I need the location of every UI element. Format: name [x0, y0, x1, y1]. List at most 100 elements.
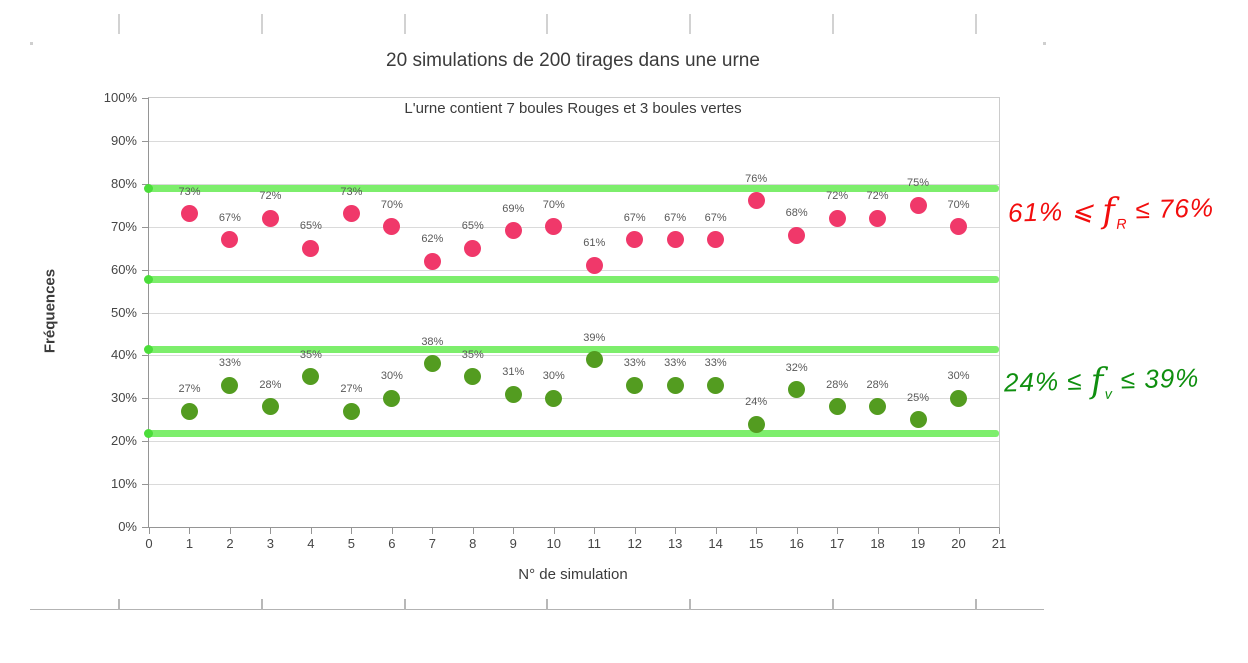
x-axis-tick — [432, 528, 434, 534]
x-axis-tick-label: 20 — [951, 536, 966, 551]
y-axis-tick-label: 80% — [110, 175, 137, 191]
page-ruler-tick — [975, 14, 977, 34]
data-point-vertes — [383, 389, 401, 407]
data-point-label-vertes: 38% — [421, 335, 444, 348]
data-point-rouges — [707, 231, 725, 249]
data-point-vertes — [302, 368, 320, 386]
data-point-label-vertes: 31% — [502, 366, 525, 378]
data-point-vertes — [180, 402, 198, 420]
data-point-vertes — [545, 389, 563, 407]
page-ruler-tick — [689, 599, 691, 610]
x-axis-tick-label: 7 — [428, 536, 436, 551]
x-axis-tick-label: 0 — [145, 536, 153, 551]
y-axis-tick — [142, 527, 149, 528]
y-axis-tick — [142, 140, 149, 142]
data-point-vertes — [342, 402, 360, 420]
x-axis-tick-label: 3 — [266, 536, 275, 551]
page-ruler-tick — [404, 599, 406, 610]
data-point-label-vertes: 35% — [461, 348, 484, 361]
data-point-label-vertes: 28% — [259, 378, 282, 391]
x-axis-tick — [918, 528, 920, 534]
page-ruler-tick — [832, 599, 834, 610]
data-point-label-vertes: 28% — [866, 378, 889, 391]
data-point-label-rouges: 65% — [461, 220, 484, 233]
data-point-label-rouges: 72% — [259, 190, 282, 203]
page-corner-mark — [1043, 42, 1046, 45]
data-point-label-rouges: 73% — [178, 185, 201, 198]
data-point-label-vertes: 33% — [623, 357, 646, 370]
x-axis-tick — [189, 528, 191, 534]
y-axis-tick — [142, 484, 149, 486]
data-point-label-vertes: 25% — [907, 391, 930, 404]
x-axis-tick — [149, 528, 150, 534]
x-axis-tick-label: 17 — [829, 536, 845, 551]
page-ruler-tick — [546, 14, 548, 34]
x-axis-tick-label: 15 — [748, 536, 764, 551]
data-point-label-vertes: 28% — [826, 378, 849, 391]
page-ruler-tick — [546, 599, 548, 610]
data-point-rouges — [950, 218, 968, 236]
x-axis-tick — [270, 528, 272, 534]
x-axis-tick — [351, 528, 353, 534]
data-point-vertes — [828, 398, 846, 416]
data-point-label-rouges: 72% — [826, 190, 849, 203]
data-point-rouges — [747, 192, 765, 210]
gridline — [149, 441, 999, 443]
y-axis-tick-label: 50% — [110, 304, 137, 320]
data-point-vertes — [869, 398, 887, 416]
y-axis-tick — [142, 355, 149, 357]
x-axis-tick-label: 2 — [226, 536, 234, 551]
x-axis-tick — [715, 528, 717, 534]
y-axis-tick — [142, 269, 149, 271]
page-ruler-tick — [261, 14, 263, 34]
data-point-rouges — [504, 222, 522, 240]
green-frequency-symbol: f — [1090, 360, 1105, 402]
data-point-label-rouges: 67% — [218, 211, 241, 224]
x-axis-tick — [999, 528, 1000, 534]
gridline — [149, 312, 999, 314]
data-point-rouges — [342, 205, 360, 223]
x-axis-tick-label: 18 — [870, 536, 885, 551]
green-interval-lower: 24% ≤ — [1003, 365, 1092, 398]
x-axis-tick-label: 4 — [307, 536, 315, 551]
confidence-band-marker — [144, 429, 153, 439]
data-point-vertes — [423, 355, 441, 373]
x-axis-tick — [391, 528, 393, 534]
confidence-band-line — [149, 275, 999, 283]
page-ruler-tick — [118, 599, 120, 610]
data-point-rouges — [828, 209, 846, 227]
x-axis-tick-label: 8 — [469, 536, 477, 551]
y-axis-tick-label: 30% — [110, 390, 137, 406]
x-axis-tick — [756, 528, 758, 534]
data-point-label-rouges: 65% — [299, 220, 322, 233]
x-axis-tick — [958, 528, 960, 534]
y-axis-tick-label: 100% — [103, 90, 137, 105]
red-interval-lower: 61% ⩽ — [1007, 195, 1103, 228]
data-point-label-rouges: 70% — [380, 198, 403, 211]
gridline — [149, 398, 999, 400]
red-interval-upper: ≤ 76% — [1126, 192, 1215, 225]
gridline — [149, 269, 999, 271]
data-point-vertes — [504, 385, 522, 403]
data-point-label-rouges: 62% — [421, 233, 444, 246]
data-point-rouges — [383, 218, 401, 236]
green-interval-upper: ≤ 39% — [1112, 362, 1200, 395]
x-axis-tick — [553, 528, 555, 534]
page-ruler-tick — [832, 14, 834, 34]
data-point-label-vertes: 27% — [340, 383, 363, 396]
x-axis-tick-label: 6 — [388, 536, 396, 551]
y-axis-tick — [142, 98, 149, 99]
x-axis-tick — [796, 528, 798, 534]
handwritten-red-interval: 61% ⩽ fR ≤ 76% — [1007, 185, 1215, 233]
x-axis-tick — [229, 528, 231, 534]
confidence-band-marker — [144, 345, 153, 355]
gridline — [149, 355, 999, 357]
data-point-label-rouges: 70% — [947, 198, 970, 211]
data-point-label-vertes: 39% — [583, 331, 606, 344]
x-axis-tick-label: 5 — [347, 536, 355, 551]
green-frequency-subscript: v — [1104, 386, 1114, 404]
x-axis-tick — [513, 528, 515, 534]
data-point-rouges — [585, 256, 603, 274]
x-axis-tick-label: 14 — [708, 536, 723, 551]
